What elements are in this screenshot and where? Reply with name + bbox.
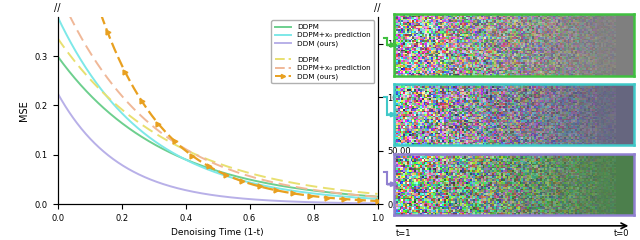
X-axis label: Denoising Time (1-t): Denoising Time (1-t) <box>172 228 264 237</box>
Text: //: // <box>54 3 61 13</box>
Y-axis label: MSE: MSE <box>19 100 29 121</box>
Y-axis label: FID: FID <box>417 102 428 119</box>
Text: //: // <box>374 3 381 13</box>
Text: t=0: t=0 <box>613 228 628 238</box>
Legend: DDPM, DDPM+x₀ prediction, DDM (ours), , DDPM, DDPM+x₀ prediction, DDM (ours): DDPM, DDPM+x₀ prediction, DDM (ours), , … <box>271 20 374 83</box>
Text: t=1: t=1 <box>396 228 412 238</box>
